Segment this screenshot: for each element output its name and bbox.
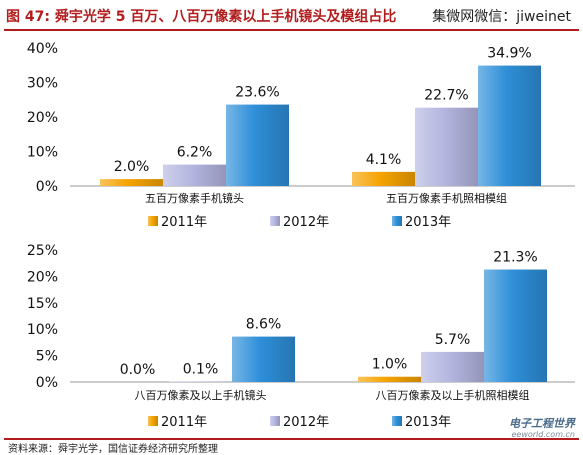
legend-swatch bbox=[148, 216, 158, 226]
y-tick-label: 20% bbox=[27, 110, 58, 126]
bar bbox=[421, 351, 484, 382]
category-label: 八百万像素及以上手机镜头 bbox=[135, 388, 267, 402]
category-label: 八百万像素及以上手机照相模组 bbox=[376, 388, 530, 402]
data-label: 22.7% bbox=[424, 88, 468, 104]
data-label: 34.9% bbox=[487, 46, 531, 62]
bar bbox=[415, 107, 478, 186]
data-label: 23.6% bbox=[235, 85, 279, 101]
bar bbox=[358, 376, 421, 382]
y-tick-label: 25% bbox=[27, 243, 58, 259]
bar bbox=[352, 171, 415, 186]
chart-2: 0% 5% 10% 15% 20% 25% 0.0% 0.1% 8.6% 八百万像素及以上手机镜头… bbox=[27, 243, 575, 430]
y-tick-label: 0% bbox=[36, 375, 58, 391]
legend-swatch bbox=[270, 416, 280, 426]
watermark-main: 电子工程世界 bbox=[509, 417, 575, 430]
data-label: 0.0% bbox=[120, 362, 156, 378]
y-tick-label: 5% bbox=[36, 349, 58, 365]
figure-title: 图 47: 舜宇光学 5 百万、八百万像素以上手机镜头及模组占比 bbox=[6, 9, 397, 25]
legend-swatch bbox=[392, 416, 402, 426]
category-label: 五百万像素手机镜头 bbox=[145, 191, 244, 205]
bar bbox=[163, 164, 226, 186]
y-tick-label: 30% bbox=[27, 76, 58, 92]
data-label: 2.0% bbox=[114, 159, 150, 175]
data-label: 5.7% bbox=[435, 332, 471, 348]
figure-header: 图 47: 舜宇光学 5 百万、八百万像素以上手机镜头及模组占比 集微网微信：j… bbox=[0, 0, 583, 31]
legend-label: 2013年 bbox=[405, 415, 451, 430]
header-divider bbox=[4, 29, 579, 31]
data-label: 0.1% bbox=[183, 361, 219, 377]
footer-divider bbox=[4, 438, 579, 440]
legend-label: 2011年 bbox=[161, 415, 207, 430]
y-tick-label: 10% bbox=[27, 322, 58, 338]
legend-swatch bbox=[148, 416, 158, 426]
legend-swatch bbox=[392, 216, 402, 226]
data-label: 21.3% bbox=[493, 250, 537, 266]
legend-label: 2012年 bbox=[283, 415, 329, 430]
data-label: 6.2% bbox=[177, 145, 213, 161]
watermark-sub: eeworld.com.cn bbox=[511, 430, 575, 439]
header-source-text: 集微网微信：jiweinet bbox=[432, 9, 571, 25]
bar bbox=[484, 269, 547, 382]
legend-label: 2011年 bbox=[161, 215, 207, 230]
y-tick-label: 20% bbox=[27, 269, 58, 285]
y-tick-label: 15% bbox=[27, 296, 58, 312]
y-tick-label: 10% bbox=[27, 145, 58, 161]
data-label: 4.1% bbox=[366, 152, 402, 168]
y-tick-label: 0% bbox=[36, 179, 58, 195]
footer-source-note: 资料来源：舜宇光学，国信证券经济研究所整理 bbox=[8, 444, 218, 455]
bar bbox=[478, 65, 541, 186]
bar bbox=[226, 104, 289, 186]
legend-label: 2012年 bbox=[283, 215, 329, 230]
category-label: 五百万像素手机照相模组 bbox=[386, 191, 507, 205]
watermark-logo: 电子工程世界 eeworld.com.cn bbox=[509, 418, 575, 440]
bar bbox=[100, 179, 163, 186]
legend-swatch bbox=[270, 216, 280, 226]
bar bbox=[232, 336, 295, 382]
chart-1: 0% 10% 20% 30% 40% 2.0% 6.2% 23.6% 五百万像素手机镜头 4.1%… bbox=[27, 41, 575, 230]
y-tick-label: 40% bbox=[27, 41, 58, 57]
data-label: 1.0% bbox=[372, 357, 408, 373]
legend-label: 2013年 bbox=[405, 215, 451, 230]
data-label: 8.6% bbox=[246, 317, 282, 333]
bar bbox=[169, 381, 232, 382]
